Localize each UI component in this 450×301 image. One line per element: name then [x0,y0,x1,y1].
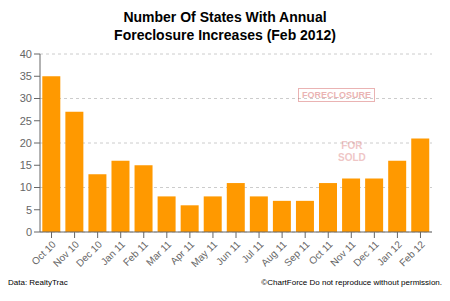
svg-text:May 11: May 11 [189,238,220,269]
svg-text:Jan 11: Jan 11 [98,238,128,268]
svg-text:20: 20 [20,137,32,149]
svg-text:15: 15 [20,159,32,171]
svg-text:Jun 11: Jun 11 [214,238,243,267]
svg-text:Oct 10: Oct 10 [29,238,58,268]
svg-text:Aug 11: Aug 11 [258,238,289,269]
html-text:FOR SOLD: FOR SOLD [338,140,366,163]
svg-text:Dec 11: Dec 11 [351,238,381,268]
svg-text:25: 25 [20,115,32,127]
html-text:Number Of States With Annual F: Number Of States With Annual Foreclosure… [114,9,336,43]
html-text:FORECLOSURE: FORECLOSURE [302,90,371,100]
svg-text:Dec 10: Dec 10 [74,238,104,268]
svg-text:Sep 11: Sep 11 [282,238,312,268]
svg-text:Mar 11: Mar 11 [144,238,174,268]
svg-text:Oct 11: Oct 11 [306,238,335,267]
svg-text:Nov 11: Nov 11 [328,238,358,269]
svg-text:5: 5 [26,204,32,216]
svg-text:Feb 12: Feb 12 [397,238,427,268]
svg-text:Jul 11: Jul 11 [239,238,266,265]
svg-text:10: 10 [20,181,32,193]
svg-text:Feb 11: Feb 11 [120,238,151,268]
svg-text:Apr 11: Apr 11 [168,238,197,267]
svg-text:40: 40 [20,48,32,60]
svg-text:35: 35 [20,70,32,82]
svg-text:30: 30 [20,92,32,104]
html-text:©ChartForce Do not reproduce w: ©ChartForce Do not reproduce without per… [261,278,442,287]
svg-text:Jan 12: Jan 12 [374,238,404,268]
html-text:Data: RealtyTrac: Data: RealtyTrac [8,278,68,287]
svg-text:0: 0 [26,226,32,238]
svg-text:Nov 10: Nov 10 [50,238,81,269]
